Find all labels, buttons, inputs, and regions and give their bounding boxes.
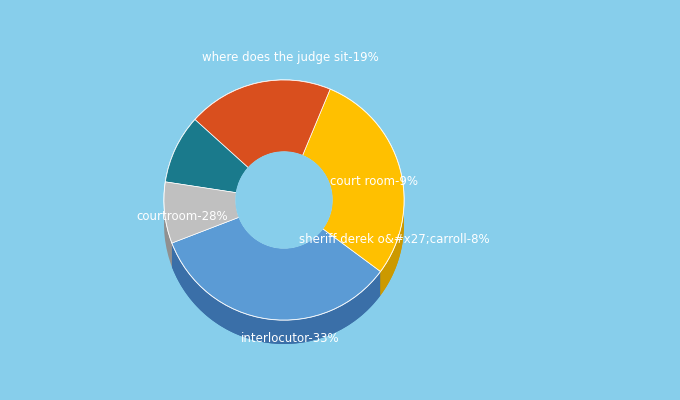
- Polygon shape: [172, 243, 380, 344]
- Circle shape: [236, 152, 332, 248]
- Polygon shape: [380, 200, 404, 296]
- Wedge shape: [165, 144, 248, 217]
- Wedge shape: [172, 241, 380, 344]
- Wedge shape: [164, 182, 239, 243]
- Wedge shape: [172, 217, 380, 320]
- Wedge shape: [164, 206, 239, 267]
- Wedge shape: [303, 113, 404, 296]
- Wedge shape: [195, 80, 330, 168]
- Wedge shape: [303, 89, 404, 272]
- Wedge shape: [165, 120, 248, 193]
- Text: court room-9%: court room-9%: [330, 176, 418, 188]
- Text: courtroom-28%: courtroom-28%: [136, 210, 228, 222]
- Wedge shape: [172, 217, 380, 320]
- Polygon shape: [239, 217, 322, 272]
- Text: where does the judge sit-19%: where does the judge sit-19%: [202, 52, 378, 64]
- Wedge shape: [195, 104, 330, 192]
- Wedge shape: [195, 80, 330, 168]
- Wedge shape: [164, 182, 239, 243]
- Wedge shape: [165, 120, 248, 193]
- Polygon shape: [322, 200, 332, 252]
- Text: interlocutor-33%: interlocutor-33%: [241, 332, 339, 344]
- Wedge shape: [303, 89, 404, 272]
- Text: sheriff derek o&#x27;carroll-8%: sheriff derek o&#x27;carroll-8%: [299, 234, 490, 246]
